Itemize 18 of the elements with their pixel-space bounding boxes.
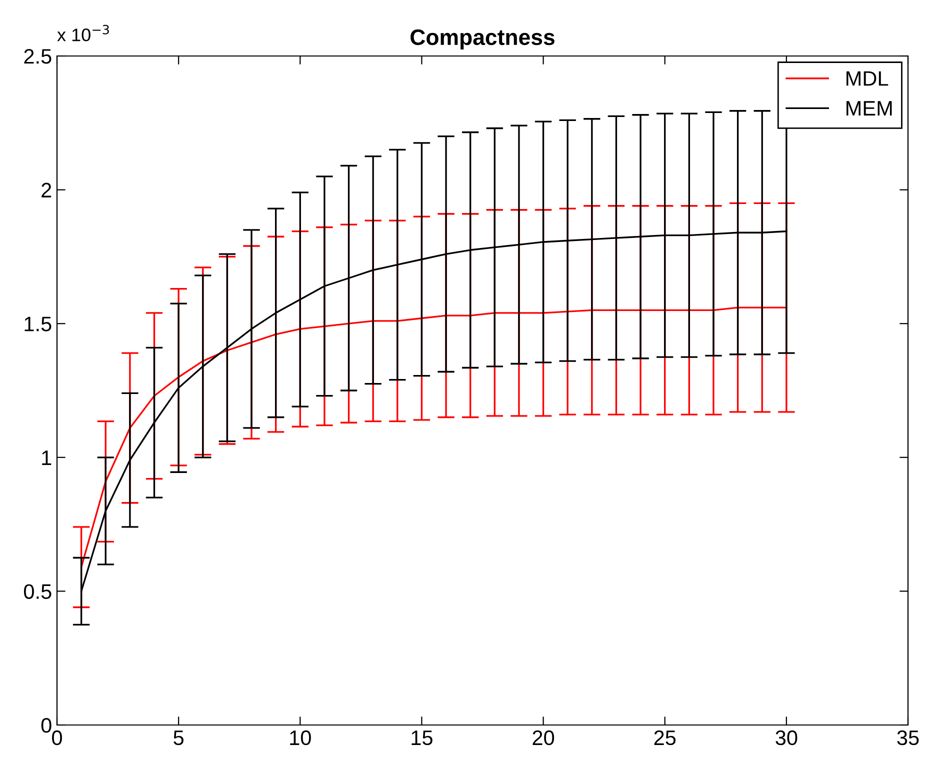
x-tick-label: 5 [174, 730, 184, 746]
x-tick-label: 35 [897, 730, 919, 746]
x-tick-label: 30 [776, 730, 798, 746]
legend-label: MEM [846, 101, 892, 116]
y-tick-label: 2.5 [24, 49, 52, 64]
text: x 10$^{−3}$ [57, 24, 109, 42]
y-tick-label: 0 [41, 718, 52, 733]
y-tick-label: 1 [42, 450, 52, 465]
y-tick-label: 2 [42, 182, 52, 198]
legend-label: MDL [846, 71, 888, 86]
chart-title: Compactness [410, 29, 554, 50]
y-tick-label: 0.5 [24, 584, 52, 599]
x-tick-label: 10 [290, 730, 311, 746]
x-tick-label: 25 [654, 730, 676, 746]
x-tick-label: 0 [52, 730, 62, 746]
x-tick-label: 20 [532, 730, 554, 746]
x-tick-label: 15 [412, 730, 432, 746]
y-tick-label: 1.5 [24, 316, 52, 332]
